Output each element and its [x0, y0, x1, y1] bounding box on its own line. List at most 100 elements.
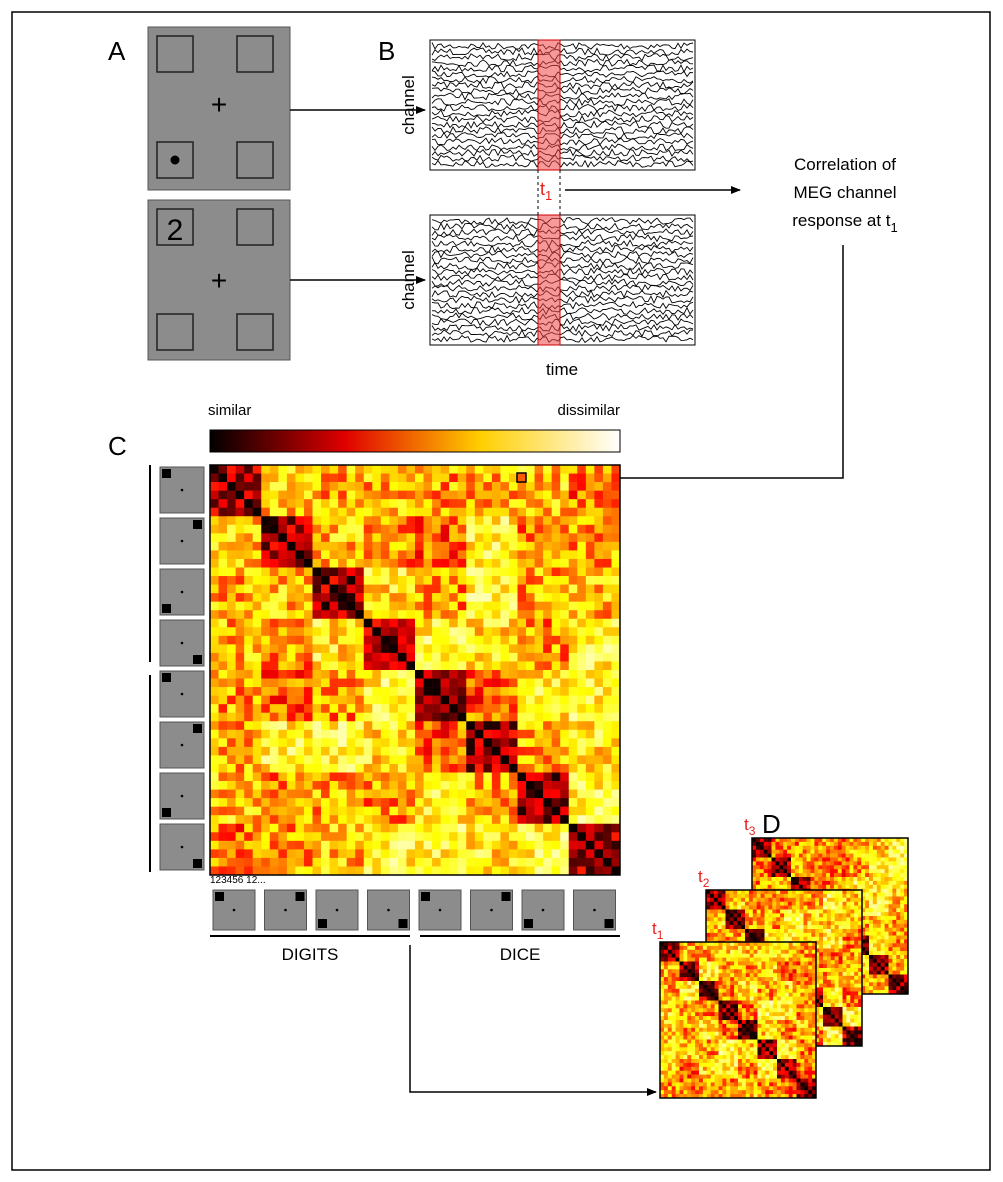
- heat-cell: [842, 921, 847, 926]
- scale-label: similar: [208, 402, 251, 419]
- heat-cell: [756, 917, 761, 922]
- heat-cell: [783, 853, 788, 858]
- heat-cell: [585, 755, 595, 765]
- icon-dot: [180, 794, 184, 798]
- heat-cell: [491, 866, 501, 876]
- heat-cell: [865, 927, 870, 932]
- heat-cell: [474, 695, 484, 705]
- heat-cell: [791, 873, 796, 878]
- heat-cell: [884, 923, 889, 928]
- heat-cell: [397, 866, 407, 876]
- heat-cell: [819, 964, 824, 969]
- heat-cell: [338, 652, 347, 662]
- heat-cell: [329, 755, 339, 765]
- heat-cell: [526, 558, 535, 568]
- heat-cell: [733, 905, 738, 910]
- heat-cell: [892, 841, 897, 847]
- heat-cell: [823, 913, 828, 918]
- heat-cell: [826, 869, 831, 874]
- heat-cell: [560, 678, 570, 688]
- heat-cell: [380, 721, 390, 731]
- heat-cell: [826, 952, 832, 957]
- heat-cell: [838, 932, 843, 938]
- heat-cell: [741, 936, 746, 941]
- heat-cell: [577, 550, 587, 560]
- heat-cell: [884, 873, 889, 878]
- heat-cell: [389, 541, 399, 551]
- heat-cell: [833, 873, 839, 878]
- heat-cell: [449, 695, 459, 705]
- heat-cell: [602, 567, 612, 577]
- heat-cell: [900, 958, 905, 964]
- heat-cell: [568, 755, 578, 765]
- heat-cell: [372, 541, 382, 551]
- heat-cell: [823, 917, 828, 922]
- heat-cell: [321, 866, 330, 876]
- heat-cell: [799, 901, 804, 906]
- heat-cell: [577, 593, 587, 602]
- heat-cell: [295, 746, 305, 756]
- heat-cell: [261, 661, 271, 671]
- heat-cell: [278, 823, 288, 833]
- heat-cell: [543, 687, 552, 696]
- heat-cell: [857, 857, 862, 862]
- heat-cell: [210, 533, 219, 543]
- heat-cell: [760, 905, 765, 910]
- heat-cell: [295, 618, 305, 628]
- heat-cell: [415, 516, 424, 526]
- heat-cell: [397, 507, 407, 517]
- heat-cell: [896, 978, 901, 983]
- arrow: [409, 945, 657, 1096]
- heat-cell: [869, 951, 874, 956]
- heat-cell: [278, 832, 288, 842]
- trace: [431, 159, 694, 168]
- trace: [431, 131, 694, 140]
- icon-target: [318, 919, 327, 928]
- heat-cell: [577, 687, 587, 696]
- heat-cell: [466, 866, 476, 876]
- heat-cell: [568, 601, 578, 611]
- heat-cell: [508, 670, 518, 679]
- heat-cell: [423, 644, 433, 654]
- heat-cell: [594, 866, 604, 876]
- heat-cell: [397, 806, 407, 816]
- heat-cell: [799, 921, 804, 926]
- heat-cell: [784, 913, 789, 918]
- heat-cell: [432, 849, 441, 859]
- stimulus-icons: [159, 466, 616, 931]
- heat-cell: [483, 601, 493, 611]
- heat-cell: [449, 687, 459, 696]
- heat-cell: [389, 798, 399, 807]
- heat-cell: [329, 746, 339, 756]
- heat-cell: [892, 958, 897, 964]
- heat-cell: [252, 524, 262, 534]
- heat-cell: [534, 832, 544, 842]
- heat-cell: [380, 840, 390, 850]
- heat-cell: [543, 815, 552, 825]
- heat-cell: [892, 978, 897, 983]
- heat-cell: [594, 738, 604, 748]
- heat-cell: [560, 652, 570, 662]
- heat-cell: [491, 712, 501, 722]
- heat-cell: [857, 838, 862, 843]
- heat-cell: [768, 921, 773, 926]
- heat-cell: [466, 610, 476, 620]
- heat-cell: [818, 865, 823, 870]
- heat-cell: [474, 687, 484, 696]
- heat-cell: [819, 932, 824, 938]
- heat-cell: [483, 840, 493, 850]
- heat-cell: [760, 890, 765, 895]
- heat-cell: [780, 936, 785, 941]
- heat-cell: [312, 576, 322, 585]
- heat-cell: [500, 610, 510, 620]
- heat-cell: [826, 964, 832, 969]
- heat-cell: [822, 857, 827, 862]
- heat-cell: [826, 897, 832, 902]
- heat-cell: [415, 806, 424, 816]
- heat-cell: [602, 781, 612, 790]
- trace: [431, 58, 694, 67]
- heat-cell: [759, 849, 764, 854]
- heat-cell: [717, 925, 722, 930]
- heat-cell: [760, 929, 765, 934]
- heat-cell: [768, 901, 773, 906]
